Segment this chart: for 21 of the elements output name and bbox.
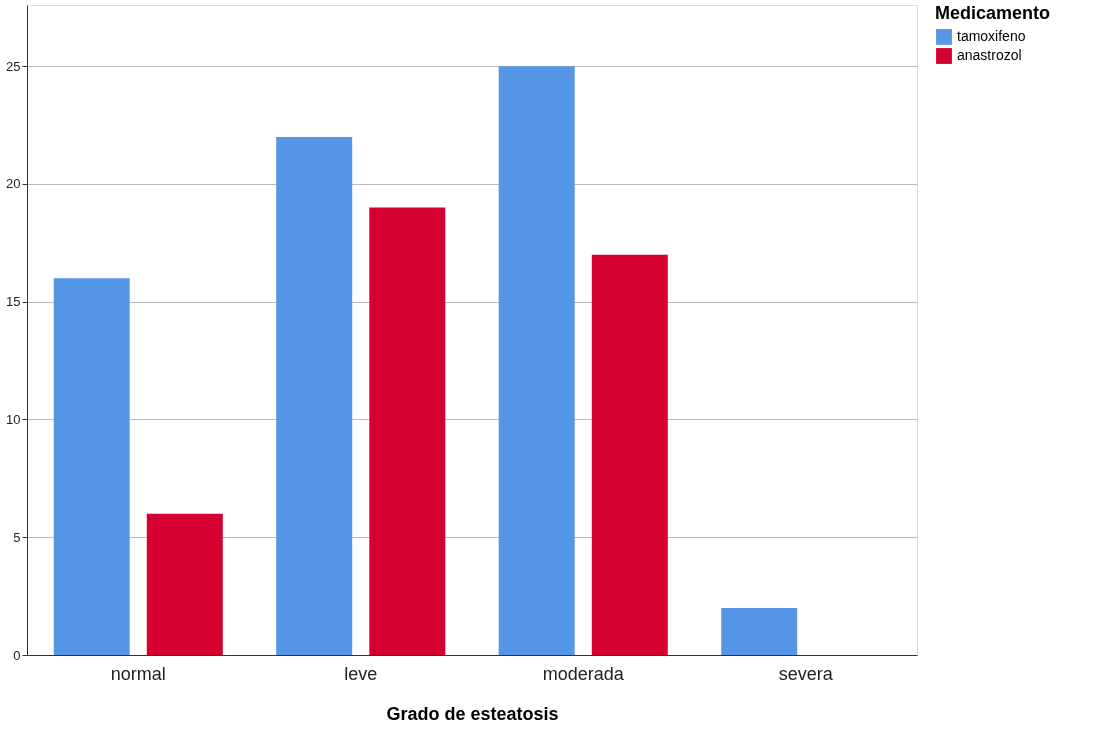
bar	[53, 278, 130, 655]
bar	[498, 66, 575, 655]
x-tick-label: severa	[778, 663, 834, 684]
bar	[369, 207, 446, 655]
y-tick-label: 15	[6, 294, 21, 310]
bar	[276, 136, 353, 655]
y-tick-label: 10	[6, 411, 21, 427]
x-tick-label: moderada	[542, 663, 625, 684]
x-axis-title: Grado de esteatosis	[386, 703, 559, 724]
y-tick-label: 20	[6, 176, 21, 192]
y-tick-label: 5	[13, 529, 21, 545]
x-tick-label: normal	[110, 663, 166, 684]
x-tick-label: leve	[344, 663, 378, 684]
bar	[146, 513, 223, 655]
legend-label: anastrozol	[957, 47, 1022, 63]
y-tick-label: 25	[6, 58, 21, 74]
bar	[591, 254, 668, 655]
legend-label: tamoxifeno	[957, 28, 1026, 44]
bar	[721, 607, 798, 655]
y-tick-label: 0	[13, 647, 21, 663]
legend-title: Medicamento	[935, 3, 1051, 23]
